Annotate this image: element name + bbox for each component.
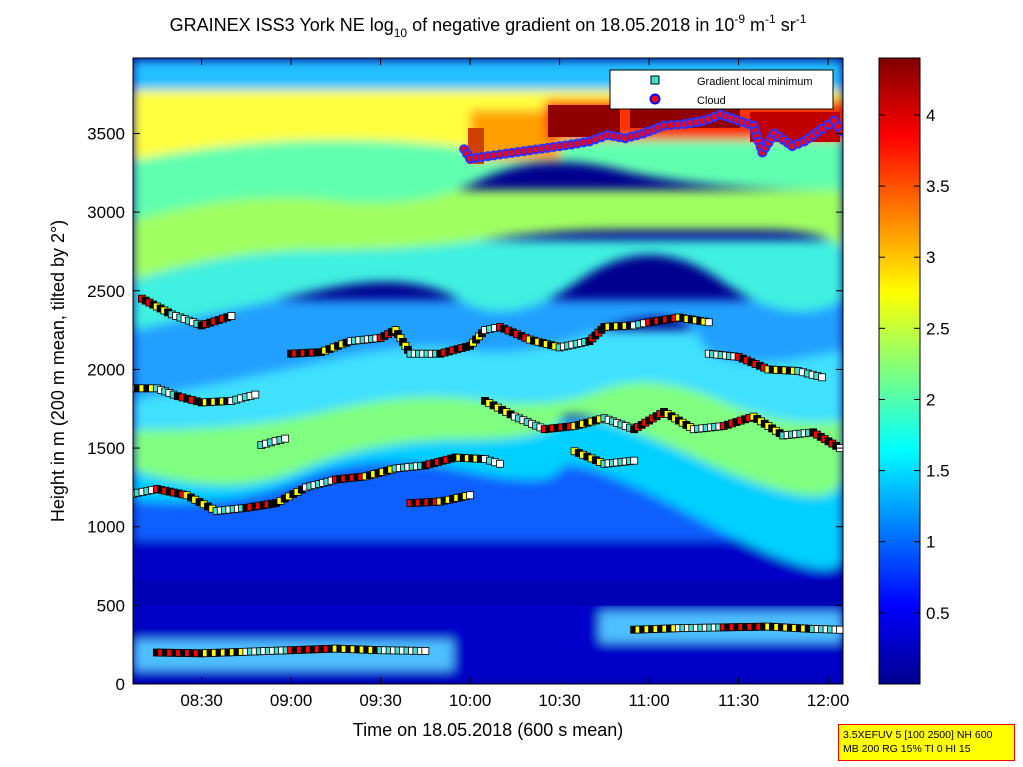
gradient-minimum-markers xyxy=(133,294,843,658)
y-tick-label: 2500 xyxy=(87,282,125,301)
gradient-minimum-marker xyxy=(704,318,713,327)
x-tick-label: 08:30 xyxy=(180,691,223,710)
plot-frame xyxy=(132,57,844,685)
cloud-markers xyxy=(459,109,843,164)
colorbar-tick-label: 0.5 xyxy=(926,604,950,623)
x-axis: 08:30 09:00 09:30 10:00 10:30 11:00 11:30 12:00 xyxy=(180,58,849,710)
y-tick-label: 500 xyxy=(97,596,125,615)
y-tick-label: 1500 xyxy=(87,439,125,458)
gradient-minimum-marker xyxy=(281,434,290,443)
legend-circle-marker xyxy=(649,93,661,105)
x-tick-label: 11:00 xyxy=(628,691,669,710)
colorbar-tick-label: 3.5 xyxy=(926,177,950,196)
y-tick-label: 0 xyxy=(116,675,125,694)
colorbar-tick-label: 2.5 xyxy=(926,319,950,338)
gradient-minimum-marker xyxy=(466,491,475,500)
gradient-minimum-marker xyxy=(818,373,827,382)
y-axis-label: Height in m (200 m mean, tilted by 2°) xyxy=(48,220,68,522)
x-tick-label: 09:30 xyxy=(359,691,402,710)
x-tick-label: 09:00 xyxy=(270,691,313,710)
gradient-minimum-marker xyxy=(421,647,430,655)
colorbar: 0.5 1 1.5 2 2.5 3 3.5 4 xyxy=(878,57,950,685)
legend-label-gradient: Gradient local minimum xyxy=(697,76,813,88)
colorbar-tick-label: 3 xyxy=(926,248,935,267)
x-tick-label: 10:30 xyxy=(538,691,581,710)
x-tick-label: 12:00 xyxy=(807,691,850,710)
legend: Gradient local minimum Cloud xyxy=(609,69,834,110)
colorbar-tick-label: 4 xyxy=(926,106,935,125)
x-tick-label: 10:00 xyxy=(449,691,492,710)
y-tick-label: 1000 xyxy=(87,518,125,537)
chart-title: GRAINEX ISS3 York NE log10 of negative g… xyxy=(170,12,807,40)
y-axis: 0 500 1000 1500 2000 2500 3000 3500 xyxy=(87,124,843,694)
y-tick-label: 3500 xyxy=(87,124,125,143)
gradient-minimum-marker xyxy=(227,312,236,320)
gradient-minimum-marker xyxy=(836,625,843,634)
gradient-minimum-marker xyxy=(496,459,504,468)
y-tick-label: 2000 xyxy=(87,360,125,379)
stamp-line-1: 3.5XEFUV 5 [100 2500] NH 600 xyxy=(843,729,993,741)
colorbar-tick-label: 1 xyxy=(926,533,935,552)
colorbar-tick-label: 1.5 xyxy=(926,462,950,481)
gradient-minimum-marker xyxy=(630,456,639,465)
gradient-minimum-marker xyxy=(251,390,260,399)
processing-settings-stamp: 3.5XEFUV 5 [100 2500] NH 600 MB 200 RG 1… xyxy=(838,724,1015,761)
stamp-line-2: MB 200 RG 15% TI 0 HI 15 xyxy=(843,743,971,755)
colorbar-tick-label: 2 xyxy=(926,390,935,409)
x-axis-label: Time on 18.05.2018 (600 s mean) xyxy=(353,720,624,740)
y-tick-label: 3000 xyxy=(87,203,125,222)
legend-square-marker xyxy=(650,75,660,85)
legend-label-cloud: Cloud xyxy=(697,95,726,107)
x-tick-label: 11:30 xyxy=(718,691,759,710)
